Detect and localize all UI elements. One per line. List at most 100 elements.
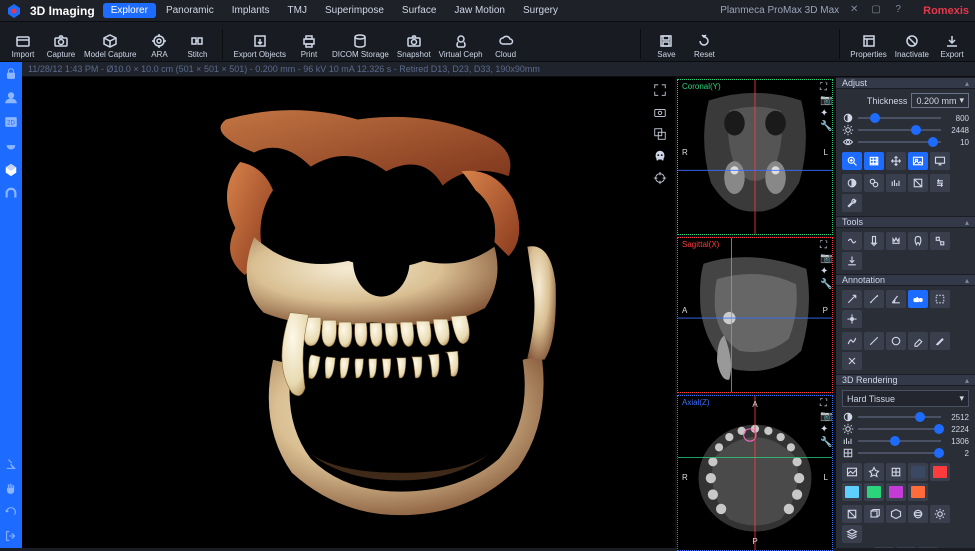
thickness-select[interactable]: 0.200 mm▾	[911, 93, 969, 108]
view-tool-icon[interactable]: 🔧	[820, 437, 830, 447]
view-camera-icon[interactable]: 📷	[820, 411, 830, 421]
zoom-button[interactable]	[842, 152, 862, 170]
render-swatch-5[interactable]	[908, 483, 928, 501]
coronal-view[interactable]: Coronal(Y) R L ⛶📷✦🔧	[677, 79, 833, 235]
view-expand-icon[interactable]: ⛶	[820, 82, 830, 92]
slider-contrast[interactable]: 2512	[842, 411, 969, 423]
axial-view[interactable]: Axial(Z) A R L P	[677, 395, 833, 551]
anno-angle-button[interactable]	[886, 290, 906, 308]
anno-circle-button[interactable]	[886, 332, 906, 350]
sidebar-lock-icon[interactable]	[3, 66, 19, 82]
anno-line-button[interactable]	[864, 332, 884, 350]
render-volume-button[interactable]	[864, 505, 884, 523]
tab-surgery[interactable]: Surgery	[515, 3, 566, 18]
render-clip-button[interactable]	[842, 505, 862, 523]
anno-erase-button[interactable]	[908, 332, 928, 350]
render-swatch-4[interactable]	[886, 483, 906, 501]
view-settings-icon[interactable]: ✦	[820, 424, 830, 434]
annotation-panel-header[interactable]: Annotation▴	[836, 274, 975, 286]
sidebar-refresh-icon[interactable]	[3, 504, 19, 520]
tab-explorer[interactable]: Explorer	[103, 3, 156, 18]
close-icon[interactable]: ✕	[847, 4, 861, 18]
tool-nerve-button[interactable]	[842, 232, 862, 250]
anno-point-button[interactable]	[842, 310, 862, 328]
tool-properties[interactable]: Properties	[848, 32, 888, 59]
view-settings-icon[interactable]: ✦	[820, 108, 830, 118]
camera-icon[interactable]	[653, 105, 669, 121]
render-swatch-3[interactable]	[864, 483, 884, 501]
contrast-button[interactable]	[842, 174, 862, 192]
tool-dicom[interactable]: DICOM Storage	[330, 32, 391, 59]
render-star-button[interactable]	[864, 463, 884, 481]
sidebar-hand-icon[interactable]	[3, 480, 19, 496]
sidebar-3d-icon[interactable]	[3, 162, 19, 178]
overlay-icon[interactable]	[653, 127, 669, 143]
tab-surface[interactable]: Surface	[394, 3, 444, 18]
render-light-button[interactable]	[930, 505, 950, 523]
adjust-panel-header[interactable]: Adjust▴	[836, 77, 975, 89]
sidebar-2d-icon[interactable]: 2D	[3, 114, 19, 130]
render-swatch-2[interactable]	[842, 483, 862, 501]
view-tool-icon[interactable]: 🔧	[820, 279, 830, 289]
tool-crown-button[interactable]	[886, 232, 906, 250]
render-layers-button[interactable]	[842, 525, 862, 543]
tab-superimpose[interactable]: Superimpose	[317, 3, 392, 18]
anno-region-button[interactable]	[930, 290, 950, 308]
render-swatch-0[interactable]	[908, 463, 928, 481]
view-camera-icon[interactable]: 📷	[820, 253, 830, 263]
sagittal-view[interactable]: Sagittal(X) A P ⛶📷✦🔧	[677, 237, 833, 393]
crosshair-icon[interactable]	[653, 171, 669, 187]
view-camera-icon[interactable]: 📷	[820, 95, 830, 105]
tab-jawmotion[interactable]: Jaw Motion	[446, 3, 513, 18]
tools-panel-header[interactable]: Tools▴	[836, 216, 975, 228]
sidebar-microscope-icon[interactable]	[3, 456, 19, 472]
anno-brush-button[interactable]	[930, 332, 950, 350]
anno-clear-button[interactable]	[842, 352, 862, 370]
screen-button[interactable]	[930, 152, 950, 170]
help-icon[interactable]: ?	[891, 4, 905, 18]
slider-brightness[interactable]: 2448	[842, 124, 969, 136]
view-settings-icon[interactable]: ✦	[820, 266, 830, 276]
tool-print[interactable]: Print	[292, 32, 326, 59]
tool-tooth-button[interactable]	[908, 232, 928, 250]
tool-modelcapture[interactable]: Model Capture	[82, 32, 138, 59]
tool-import[interactable]: Import	[6, 32, 40, 59]
tool-ara[interactable]: ARA	[142, 32, 176, 59]
slider-brightness[interactable]: 2224	[842, 423, 969, 435]
maximize-icon[interactable]: ▢	[869, 4, 883, 18]
render-iso-button[interactable]	[886, 505, 906, 523]
skull-icon[interactable]	[653, 149, 669, 165]
rendering-preset-select[interactable]: Hard Tissue▾	[842, 390, 969, 407]
render-swatch-1[interactable]	[930, 463, 950, 481]
grid-button[interactable]	[864, 152, 884, 170]
tool-implant-button[interactable]	[864, 232, 884, 250]
levels-button[interactable]	[886, 174, 906, 192]
tool-export[interactable]: Export	[935, 32, 969, 59]
rendering-panel-header[interactable]: 3D Rendering▴	[836, 374, 975, 386]
tool-cloud[interactable]: Cloud	[489, 32, 523, 59]
tool-stitch[interactable]: Stitch	[180, 32, 214, 59]
view-expand-icon[interactable]: ⛶	[820, 240, 830, 250]
tool-exportobj[interactable]: Export Objects	[231, 32, 287, 59]
slider-threshold[interactable]: 1306	[842, 435, 969, 447]
sidebar-exit-icon[interactable]	[3, 528, 19, 544]
render-image-button[interactable]	[842, 463, 862, 481]
anno-freehand-button[interactable]	[842, 332, 862, 350]
anno-arrow-button[interactable]	[842, 290, 862, 308]
tab-implants[interactable]: Implants	[224, 3, 278, 18]
tool-snapshot[interactable]: Snapshot	[395, 32, 433, 59]
tool-capture[interactable]: Capture	[44, 32, 78, 59]
anno-measure-button[interactable]	[864, 290, 884, 308]
sidebar-smile-icon[interactable]	[3, 138, 19, 154]
tool-inactivate[interactable]: Inactivate	[893, 32, 931, 59]
fullscreen-icon[interactable]	[653, 83, 669, 99]
tab-panoramic[interactable]: Panoramic	[158, 3, 222, 18]
settings-button[interactable]	[930, 174, 950, 192]
wrench-button[interactable]	[842, 194, 862, 212]
slider-eye[interactable]: 10	[842, 136, 969, 148]
view-expand-icon[interactable]: ⛶	[820, 398, 830, 408]
tool-virtualceph[interactable]: Virtual Ceph	[437, 32, 485, 59]
render-grid-button[interactable]	[886, 463, 906, 481]
anno-text-button[interactable]: abc	[908, 290, 928, 308]
tool-segment-button[interactable]	[930, 232, 950, 250]
